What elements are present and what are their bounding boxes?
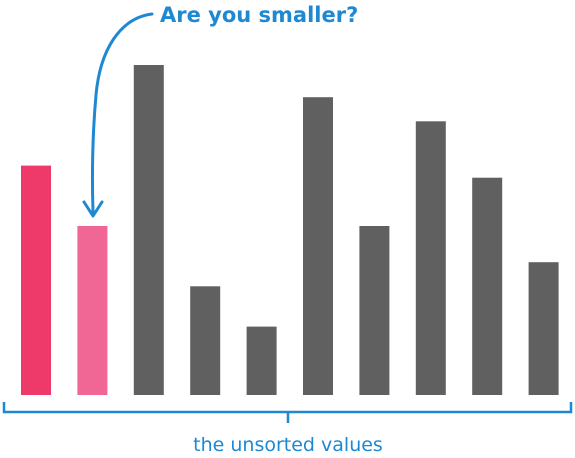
arrow-head-icon — [82, 200, 104, 218]
bracket-line — [2, 402, 573, 423]
bar-5 — [246, 326, 277, 395]
annotation-text: Are you smaller? — [160, 3, 358, 27]
bar-2 — [77, 226, 108, 395]
bar-6 — [303, 97, 333, 395]
bar-4 — [190, 286, 221, 395]
bar-8 — [415, 121, 446, 396]
arrow-curve — [90, 12, 154, 214]
bar-7 — [359, 226, 390, 395]
bar-3 — [133, 65, 164, 395]
bar-10 — [528, 262, 559, 395]
bar-9 — [472, 177, 503, 395]
caption-text: the unsorted values — [193, 434, 383, 456]
bar-1 — [21, 165, 51, 395]
bars-group — [21, 65, 559, 396]
